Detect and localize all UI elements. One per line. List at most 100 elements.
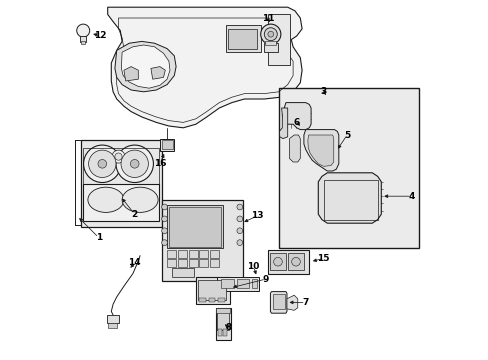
Text: 11: 11 — [261, 14, 274, 23]
Ellipse shape — [122, 187, 158, 212]
Bar — [215, 308, 230, 340]
Polygon shape — [282, 103, 310, 130]
Bar — [196, 277, 230, 304]
Text: 13: 13 — [250, 211, 263, 220]
Bar — [210, 259, 219, 267]
Bar — [323, 180, 377, 220]
Bar — [251, 279, 257, 288]
Circle shape — [77, 24, 89, 37]
Bar — [199, 298, 205, 302]
Text: 3: 3 — [320, 87, 326, 96]
Bar — [81, 41, 85, 44]
Polygon shape — [318, 173, 381, 223]
Bar — [83, 184, 159, 221]
Bar — [160, 139, 174, 151]
Circle shape — [267, 31, 273, 37]
Circle shape — [237, 204, 242, 210]
Circle shape — [237, 240, 242, 246]
Circle shape — [116, 145, 153, 183]
Polygon shape — [121, 45, 170, 88]
Bar — [80, 36, 86, 42]
Circle shape — [237, 228, 242, 234]
Circle shape — [237, 216, 242, 222]
Polygon shape — [270, 292, 286, 313]
Circle shape — [130, 159, 139, 168]
Text: 15: 15 — [317, 254, 329, 263]
Bar — [221, 279, 233, 288]
Bar — [107, 315, 119, 323]
Polygon shape — [279, 108, 287, 139]
Text: 10: 10 — [247, 262, 259, 271]
Bar — [172, 268, 194, 277]
Bar — [167, 250, 176, 258]
Text: 4: 4 — [408, 192, 414, 201]
Polygon shape — [289, 135, 300, 162]
Bar — [217, 310, 228, 330]
Text: 16: 16 — [153, 159, 166, 168]
Bar — [167, 205, 223, 248]
Bar — [236, 279, 249, 288]
Bar — [228, 29, 257, 49]
Bar — [199, 250, 208, 258]
Circle shape — [260, 24, 280, 44]
Text: 8: 8 — [224, 323, 231, 332]
Bar — [178, 259, 186, 267]
Bar — [168, 207, 221, 247]
Bar — [226, 25, 260, 52]
Bar — [270, 253, 285, 270]
Bar — [167, 259, 176, 267]
Circle shape — [264, 28, 277, 41]
Circle shape — [115, 153, 122, 160]
Polygon shape — [307, 135, 333, 166]
Bar — [208, 298, 215, 302]
Bar — [162, 140, 172, 149]
Polygon shape — [123, 67, 138, 81]
Circle shape — [162, 204, 167, 210]
Polygon shape — [303, 130, 338, 171]
Bar — [216, 308, 230, 313]
Text: 6: 6 — [293, 118, 299, 127]
Bar — [108, 323, 117, 328]
Polygon shape — [151, 67, 165, 79]
Bar — [81, 140, 162, 227]
Circle shape — [291, 257, 300, 266]
Bar — [83, 148, 159, 216]
Bar — [162, 200, 242, 281]
Polygon shape — [107, 7, 302, 128]
Text: 12: 12 — [94, 31, 106, 40]
Ellipse shape — [88, 187, 123, 212]
Bar — [198, 280, 226, 300]
Circle shape — [162, 228, 167, 234]
Circle shape — [162, 240, 167, 246]
Polygon shape — [115, 41, 176, 92]
Circle shape — [162, 216, 167, 222]
Circle shape — [98, 159, 106, 168]
Bar — [217, 277, 258, 291]
Bar — [267, 250, 309, 274]
Text: 7: 7 — [302, 298, 308, 307]
Text: 1: 1 — [95, 233, 102, 242]
Text: 9: 9 — [263, 275, 269, 284]
Bar — [218, 329, 222, 336]
Bar — [263, 43, 277, 52]
Polygon shape — [286, 295, 297, 310]
Bar — [178, 250, 186, 258]
Bar — [188, 250, 197, 258]
Circle shape — [121, 150, 148, 177]
Text: 14: 14 — [128, 258, 141, 267]
Bar — [278, 88, 418, 248]
Circle shape — [83, 145, 121, 183]
Bar — [199, 259, 208, 267]
Bar — [210, 250, 219, 258]
Circle shape — [273, 257, 282, 266]
Bar — [265, 41, 276, 45]
Bar — [272, 294, 284, 309]
Bar — [188, 259, 197, 267]
Circle shape — [112, 150, 125, 163]
Bar — [223, 329, 226, 336]
Bar — [218, 298, 224, 302]
Circle shape — [88, 150, 116, 177]
Bar — [267, 14, 289, 65]
Text: 5: 5 — [343, 130, 349, 139]
Text: 2: 2 — [131, 210, 138, 219]
